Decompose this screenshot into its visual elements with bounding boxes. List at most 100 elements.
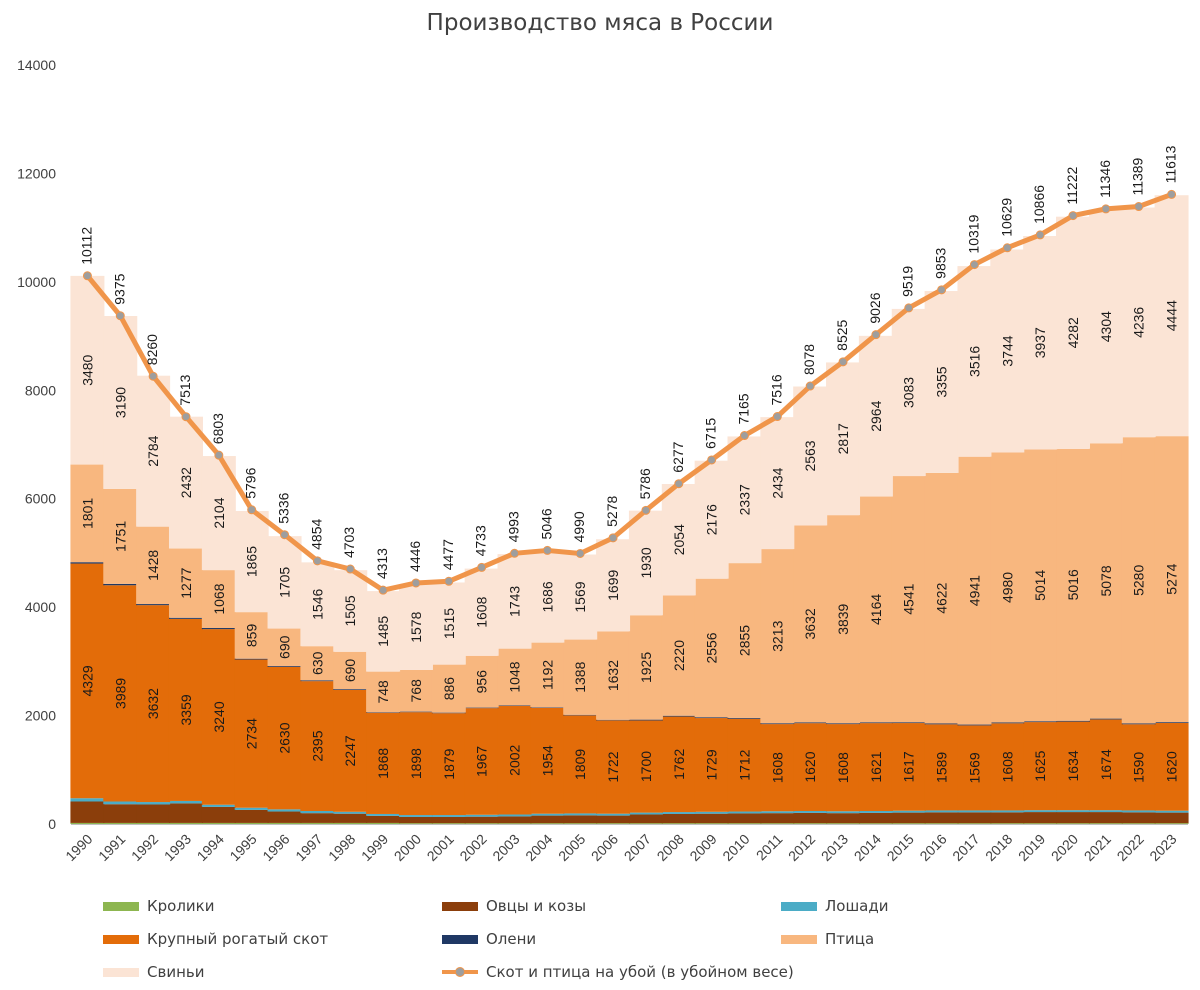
- bar-segment: [333, 822, 368, 824]
- line-marker: [871, 330, 881, 340]
- data-label: 1608: [999, 751, 1015, 782]
- data-label: 1388: [572, 661, 588, 692]
- data-label: 3190: [112, 387, 128, 418]
- data-label: 3355: [934, 366, 950, 397]
- bar-segment: [793, 723, 828, 811]
- bar-segment: [168, 800, 203, 804]
- bar-segment: [858, 335, 893, 497]
- data-label: 2817: [835, 423, 851, 454]
- bar-segment: [70, 275, 105, 465]
- bar-segment: [103, 488, 138, 584]
- x-tick-label: 2018: [982, 831, 1015, 864]
- data-label: 3240: [211, 701, 227, 732]
- bar-segment: [1154, 436, 1189, 723]
- bar-segment: [366, 822, 401, 824]
- data-label: 1686: [539, 581, 555, 612]
- bar-segment: [431, 823, 466, 824]
- data-label: 1048: [507, 661, 523, 692]
- data-label: 3937: [1032, 327, 1048, 358]
- bar-segment: [760, 811, 795, 814]
- line-data-label: 9026: [867, 292, 883, 323]
- bar-segment: [398, 584, 433, 670]
- data-label: 1674: [1098, 749, 1114, 780]
- data-label: 5078: [1098, 565, 1114, 596]
- data-label: 630: [309, 651, 325, 675]
- bar-segment: [530, 813, 565, 816]
- bar-segment: [497, 823, 532, 824]
- data-label: 1898: [408, 748, 424, 779]
- line-marker: [641, 505, 651, 515]
- bar-segment: [957, 456, 992, 725]
- bar-segment: [957, 810, 992, 813]
- bar-segment: [464, 655, 499, 708]
- legend-label: Птица: [825, 930, 875, 948]
- legend-item-horses: Лошади: [781, 897, 889, 915]
- line-marker: [477, 562, 487, 572]
- data-label: 1700: [638, 751, 654, 782]
- line-data-label: 4990: [571, 511, 587, 542]
- bar-segment: [234, 807, 269, 810]
- bar-segment: [234, 809, 269, 823]
- bar-segment: [497, 705, 532, 706]
- bar-segment: [366, 712, 401, 713]
- data-label: 1621: [868, 751, 884, 782]
- data-label: 1967: [474, 746, 490, 777]
- data-label: 1879: [441, 748, 457, 779]
- bar-segment: [103, 822, 138, 824]
- x-tick-label: 1992: [128, 831, 161, 864]
- bar-segment: [1056, 448, 1091, 721]
- bar-segment: [464, 814, 499, 817]
- bar-segment: [234, 612, 269, 659]
- line-data-label: 8260: [144, 334, 160, 365]
- bar-segment: [300, 681, 335, 811]
- x-tick-label: 2003: [489, 831, 522, 864]
- bar-segment: [1023, 812, 1058, 824]
- line-marker: [575, 548, 585, 558]
- data-label: 5016: [1065, 569, 1081, 600]
- legend-swatch: [103, 934, 139, 944]
- bar-segment: [891, 722, 926, 724]
- bar-segment: [136, 604, 171, 606]
- line-data-label: 9853: [933, 247, 949, 278]
- bar-segment: [1088, 812, 1123, 824]
- bar-segment: [924, 812, 959, 824]
- bar-segment: [1056, 812, 1091, 824]
- bar-segment: [727, 813, 762, 824]
- data-label: 1428: [145, 550, 161, 581]
- data-label: 690: [342, 659, 358, 683]
- bar-segment: [1056, 720, 1091, 722]
- data-label: 1505: [342, 595, 358, 626]
- bar-segment: [826, 823, 861, 824]
- bar-segment: [1023, 722, 1058, 811]
- bar-segment: [858, 496, 893, 723]
- x-tick-label: 2020: [1048, 831, 1081, 864]
- data-label: 4622: [934, 582, 950, 613]
- x-tick-label: 2011: [753, 831, 786, 864]
- data-label: 5280: [1131, 565, 1147, 596]
- line-marker: [510, 548, 520, 558]
- line-data-label: 11613: [1163, 145, 1179, 183]
- line-data-label: 4446: [407, 541, 423, 572]
- bar-segment: [1088, 209, 1123, 444]
- bar-segment: [1088, 810, 1123, 813]
- y-tick-label: 0: [48, 816, 56, 832]
- line-data-label: 4477: [440, 539, 456, 570]
- legend-label: Кролики: [147, 897, 215, 915]
- data-label: 1546: [309, 588, 325, 619]
- bar-segment: [201, 806, 236, 823]
- legend-line-swatch: [442, 966, 478, 978]
- bar-segment: [431, 816, 466, 824]
- x-tick-label: 2017: [949, 831, 982, 864]
- bar-segment: [366, 671, 401, 713]
- total-line: [84, 191, 1175, 593]
- bar-segment: [530, 815, 565, 824]
- data-label: 5274: [1164, 563, 1180, 594]
- bar-segment: [924, 810, 959, 813]
- bar-segment: [858, 723, 893, 811]
- x-tick-label: 2006: [588, 831, 621, 864]
- y-tick-label: 14000: [17, 57, 56, 73]
- data-label: 2395: [309, 730, 325, 761]
- bar-segment: [530, 707, 565, 814]
- bar-segment: [990, 723, 1025, 811]
- line-data-label: 4854: [308, 518, 324, 549]
